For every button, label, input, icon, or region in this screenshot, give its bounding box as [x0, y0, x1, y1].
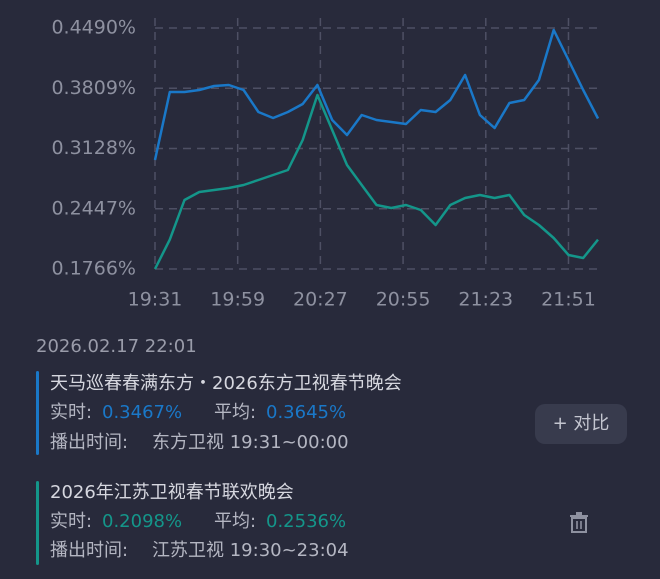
- y-tick-label: 0.4490%: [51, 17, 136, 39]
- y-tick-label: 0.2447%: [51, 197, 136, 219]
- y-tick-label: 0.3128%: [51, 137, 136, 159]
- series-bar: [36, 481, 39, 565]
- average-label: 平均:: [214, 402, 257, 423]
- x-tick-label: 20:55: [376, 289, 431, 311]
- current-value: 0.3467%: [102, 402, 183, 423]
- timestamp: 2026.02.17 22:01: [36, 336, 197, 357]
- x-tick-label: 19:59: [210, 289, 265, 311]
- y-tick-label: 0.1766%: [51, 258, 136, 280]
- broadcast-label: 播出时间:: [50, 540, 129, 561]
- broadcast-value: 东方卫视 19:31~00:00: [152, 432, 349, 453]
- series-line: [153, 93, 599, 270]
- series-bar: [36, 371, 39, 455]
- item-title: 2026年江苏卫视春节联欢晚会: [50, 482, 294, 503]
- broadcast-label: 播出时间:: [50, 432, 129, 453]
- item-title: 天马巡春春满东方・2026东方卫视春节晚会: [50, 373, 402, 394]
- compare-button[interactable]: + 对比: [535, 404, 627, 444]
- current-label: 实时:: [50, 402, 93, 423]
- average-value: 0.3645%: [266, 402, 347, 423]
- average-label: 平均:: [214, 511, 257, 532]
- average-value: 0.2536%: [266, 511, 347, 532]
- y-tick-label: 0.3809%: [51, 77, 136, 99]
- x-tick-label: 21:23: [458, 289, 513, 311]
- chart: 0.1766% 0.2447% 0.3128% 0.3809% 0.4490% 19:31…: [51, 17, 600, 311]
- current-value: 0.2098%: [102, 511, 183, 532]
- current-label: 实时:: [50, 511, 93, 532]
- x-tick-label: 19:31: [128, 289, 183, 311]
- delete-icon[interactable]: [569, 512, 589, 534]
- x-tick-label: 21:51: [541, 289, 596, 311]
- x-tick-label: 20:27: [293, 289, 348, 311]
- broadcast-value: 江苏卫视 19:30~23:04: [152, 540, 349, 561]
- series-line: [153, 28, 600, 161]
